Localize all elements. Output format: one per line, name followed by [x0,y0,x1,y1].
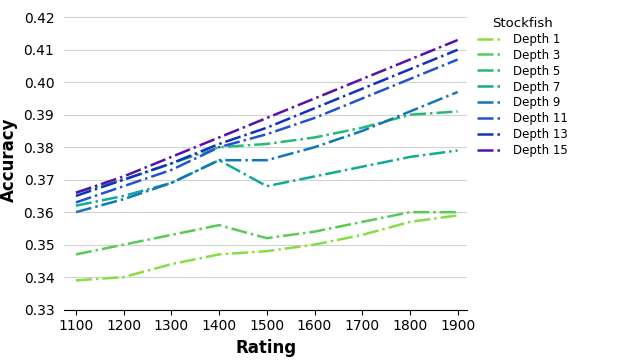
Depth 1 [120,275,127,279]
Depth 5 [215,145,223,149]
Y-axis label: Accuracy: Accuracy [0,118,18,202]
Depth 5 [310,135,318,140]
Depth 15 [406,57,414,62]
Depth 1 [406,220,414,224]
Line: Depth 5: Depth 5 [76,112,458,193]
Depth 7 [168,181,175,185]
Line: Depth 9: Depth 9 [76,92,458,212]
Depth 1 [358,233,366,237]
Depth 9 [454,90,461,94]
Depth 7 [215,158,223,162]
Depth 13 [358,87,366,91]
Depth 9 [406,109,414,114]
Line: Depth 11: Depth 11 [76,59,458,202]
Depth 15 [168,155,175,159]
Depth 13 [263,126,271,130]
Depth 13 [215,142,223,146]
Depth 3 [168,233,175,237]
Depth 9 [168,181,175,185]
Depth 13 [72,194,80,198]
Depth 15 [72,190,80,195]
Depth 1 [310,243,318,247]
Depth 5 [454,109,461,114]
Depth 15 [263,116,271,120]
Depth 13 [406,67,414,71]
Depth 11 [406,77,414,81]
Depth 3 [358,220,366,224]
Depth 7 [120,194,127,198]
Depth 3 [120,243,127,247]
Depth 15 [358,77,366,81]
Line: Depth 1: Depth 1 [76,215,458,280]
Depth 7 [454,148,461,153]
Depth 3 [310,229,318,234]
Depth 13 [168,161,175,166]
Depth 5 [168,161,175,166]
Depth 1 [263,249,271,253]
Depth 1 [72,278,80,283]
Depth 13 [120,177,127,182]
Legend: Depth 1, Depth 3, Depth 5, Depth 7, Depth 9, Depth 11, Depth 13, Depth 15: Depth 1, Depth 3, Depth 5, Depth 7, Dept… [477,17,568,157]
Depth 5 [406,113,414,117]
X-axis label: Rating: Rating [235,339,296,357]
Depth 15 [310,96,318,101]
Line: Depth 15: Depth 15 [76,40,458,193]
Depth 9 [72,210,80,214]
Line: Depth 13: Depth 13 [76,50,458,196]
Depth 9 [310,145,318,149]
Depth 11 [120,184,127,188]
Depth 9 [120,197,127,201]
Depth 7 [72,203,80,208]
Depth 1 [168,262,175,266]
Depth 11 [358,96,366,101]
Depth 3 [215,223,223,227]
Depth 11 [310,116,318,120]
Depth 13 [454,48,461,52]
Depth 5 [263,142,271,146]
Depth 9 [215,158,223,162]
Depth 3 [454,210,461,214]
Depth 15 [454,38,461,42]
Depth 9 [358,129,366,133]
Depth 11 [215,145,223,149]
Depth 7 [263,184,271,188]
Depth 9 [263,158,271,162]
Depth 5 [358,126,366,130]
Depth 15 [120,174,127,179]
Depth 1 [454,213,461,217]
Depth 13 [310,106,318,111]
Depth 7 [358,165,366,169]
Depth 3 [406,210,414,214]
Depth 11 [72,200,80,204]
Depth 11 [263,132,271,136]
Depth 11 [168,168,175,172]
Depth 7 [310,174,318,179]
Depth 1 [215,252,223,257]
Depth 3 [263,236,271,240]
Depth 3 [72,252,80,257]
Line: Depth 7: Depth 7 [76,150,458,206]
Depth 7 [406,155,414,159]
Depth 5 [72,190,80,195]
Depth 5 [120,177,127,182]
Line: Depth 3: Depth 3 [76,212,458,255]
Depth 15 [215,135,223,140]
Depth 11 [454,57,461,62]
